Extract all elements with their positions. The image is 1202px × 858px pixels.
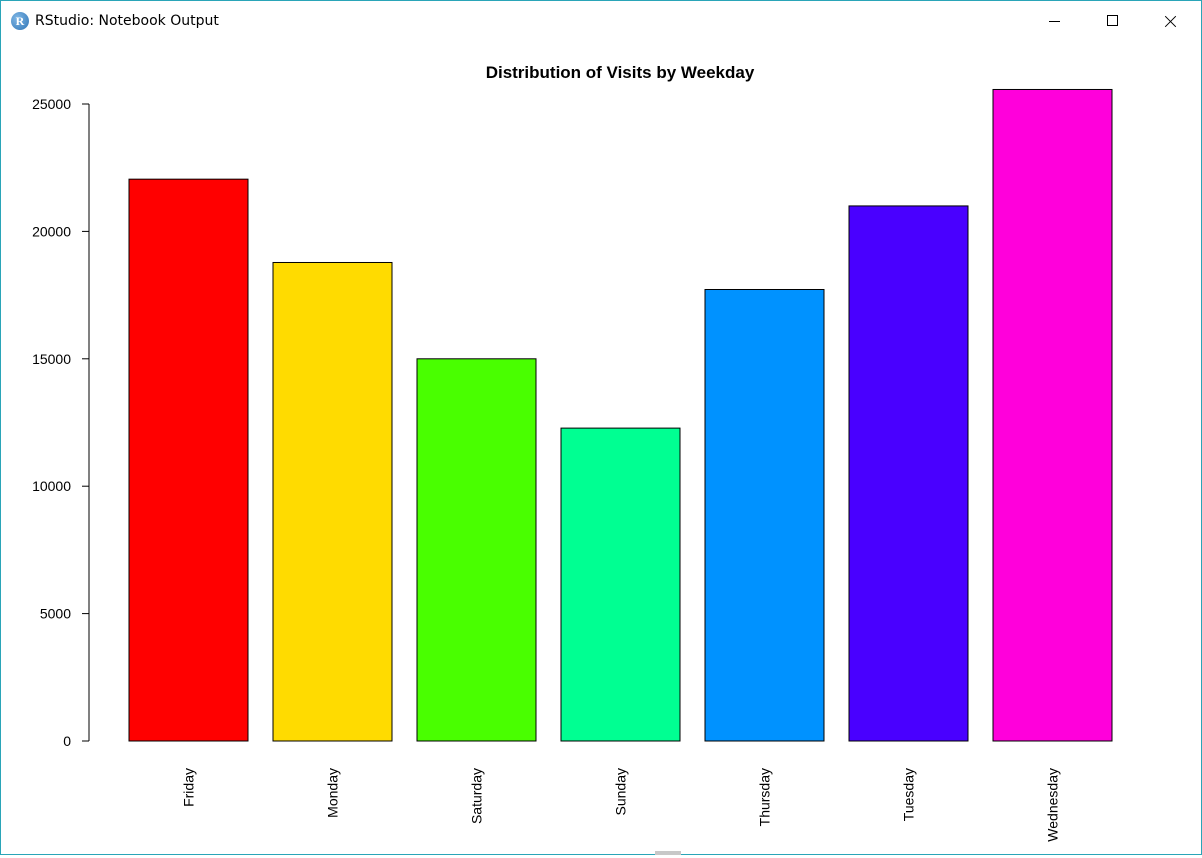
rstudio-icon: R [11,12,29,30]
x-tick-label: Friday [181,768,197,807]
bar-tuesday [848,205,969,742]
x-tick-label: Wednesday [1045,768,1061,842]
bars [128,88,1113,742]
maximize-button[interactable] [1083,1,1141,41]
chart-title: Distribution of Visits by Weekday [486,63,755,82]
bar-wednesday [992,88,1113,742]
x-tick-label: Tuesday [901,768,917,821]
y-tick-label: 0 [63,733,71,749]
y-tick-label: 25000 [32,96,71,112]
y-tick-label: 5000 [40,606,71,622]
y-tick-label: 20000 [32,223,71,239]
bar-friday [128,178,249,742]
resize-grip [655,851,681,855]
bar-saturday [416,358,537,742]
close-button[interactable] [1141,1,1199,41]
bar-chart: Distribution of Visits by Weekday 0 5000 1… [32,63,1113,842]
bar-thursday [704,288,825,742]
bar-monday [272,261,393,742]
x-tick-label: Sunday [613,768,629,815]
x-axis-labels: Friday Monday Saturday Sunday Thursday Tuesda… [181,768,1061,842]
minimize-button[interactable] [1025,1,1083,41]
y-axis: 0 5000 10000 15000 20000 25000 [32,96,90,749]
y-tick-label: 15000 [32,351,71,367]
title-bar[interactable]: R RStudio: Notebook Output [1,1,1201,41]
chart-area: Distribution of Visits by Weekday 0 5000 1… [1,41,1201,853]
x-tick-label: Monday [325,768,341,818]
x-tick-label: Thursday [757,768,773,826]
x-tick-label: Saturday [469,768,485,824]
window-title: RStudio: Notebook Output [35,13,219,29]
bar-sunday [560,427,681,742]
y-tick-label: 10000 [32,478,71,494]
